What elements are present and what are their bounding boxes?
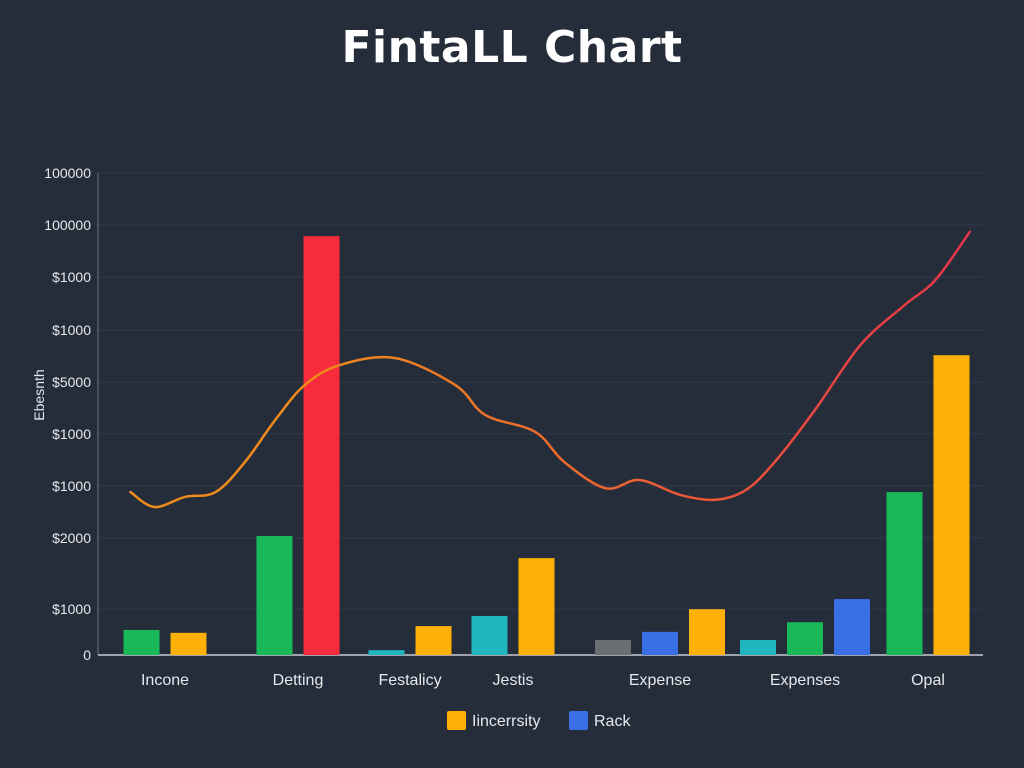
y-axis-label: Ebesnth bbox=[31, 369, 47, 420]
legend-swatch bbox=[569, 711, 588, 730]
y-tick-label: 0 bbox=[83, 647, 91, 663]
legend-label: Iincerrsity bbox=[472, 713, 540, 730]
x-tick-label: Detting bbox=[273, 672, 324, 689]
bar bbox=[740, 640, 776, 655]
bar bbox=[368, 650, 405, 655]
y-tick-label: $1000 bbox=[52, 269, 91, 285]
y-tick-label: $1000 bbox=[52, 426, 91, 442]
bar bbox=[933, 355, 970, 655]
y-tick-label: $1000 bbox=[52, 322, 91, 338]
bar bbox=[787, 622, 823, 655]
bar bbox=[689, 609, 725, 655]
bar bbox=[518, 558, 555, 655]
y-tick-label: 100000 bbox=[44, 217, 91, 233]
bar bbox=[303, 236, 340, 655]
bar bbox=[834, 599, 870, 655]
bar bbox=[170, 632, 207, 655]
bar bbox=[642, 631, 678, 655]
bar bbox=[471, 615, 508, 655]
y-tick-label: $2000 bbox=[52, 530, 91, 546]
legend-label: Rack bbox=[594, 713, 631, 730]
bar bbox=[123, 629, 160, 655]
chart-title: FintaLL Chart bbox=[341, 22, 683, 73]
x-tick-label: Jestis bbox=[493, 672, 534, 689]
bar bbox=[415, 626, 452, 655]
x-tick-label: Incone bbox=[141, 672, 189, 689]
bar bbox=[595, 640, 631, 655]
x-tick-label: Expenses bbox=[770, 672, 840, 689]
y-tick-label: $5000 bbox=[52, 374, 91, 390]
bar bbox=[886, 492, 923, 655]
bar bbox=[256, 535, 293, 655]
series-line bbox=[129, 230, 972, 509]
x-tick-label: Opal bbox=[911, 672, 945, 689]
legend-swatch bbox=[447, 711, 466, 730]
y-tick-label: $1000 bbox=[52, 601, 91, 617]
y-tick-label: 100000 bbox=[44, 165, 91, 181]
x-tick-label: Expense bbox=[629, 672, 691, 689]
x-tick-label: Festalicy bbox=[378, 672, 441, 689]
y-tick-label: $1000 bbox=[52, 478, 91, 494]
